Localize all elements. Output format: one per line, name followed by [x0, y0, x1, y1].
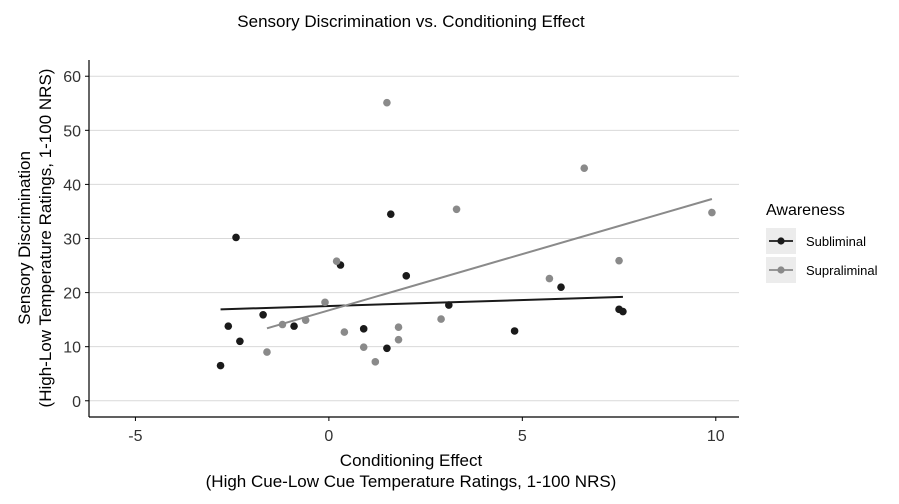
point-subliminal — [402, 272, 411, 280]
y-tick-label: 20 — [63, 286, 81, 303]
point-supraliminal — [263, 348, 271, 356]
point-supraliminal — [301, 316, 310, 324]
point-subliminal — [359, 325, 368, 333]
point-supraliminal — [359, 343, 368, 352]
point-subliminal — [232, 233, 240, 242]
point-subliminal — [445, 301, 453, 309]
point-supraliminal — [545, 274, 554, 283]
point-supraliminal — [580, 164, 589, 172]
point-supraliminal — [332, 257, 341, 266]
y-tick-label: 60 — [63, 69, 81, 86]
x-axis-subtitle: (High Cue-Low Cue Temperature Ratings, 1… — [206, 472, 617, 491]
point-subliminal — [236, 337, 244, 346]
point-subliminal — [216, 361, 225, 370]
point-subliminal — [383, 344, 391, 353]
x-axis-ticks: -5 0 5 10 — [128, 417, 725, 445]
point-supraliminal — [394, 323, 403, 332]
point-supraliminal — [708, 208, 716, 217]
legend-key-subliminal-marker — [777, 237, 785, 245]
fit-line-subliminal — [220, 295, 623, 311]
y-tick-label: 10 — [63, 340, 81, 357]
y-axis-subtitle: (High-Low Temperature Ratings, 1-100 NRS… — [36, 69, 55, 408]
y-tick-label: 30 — [63, 232, 81, 249]
point-subliminal — [557, 283, 565, 291]
point-subliminal — [259, 310, 267, 319]
y-tick-label: 40 — [63, 177, 81, 194]
y-axis-title: Sensory Discrimination — [15, 151, 34, 325]
x-tick-label: -5 — [128, 428, 142, 445]
chart-title: Sensory Discrimination vs. Conditioning … — [237, 12, 585, 31]
x-axis-title: Conditioning Effect — [340, 451, 483, 470]
legend-title: Awareness — [766, 202, 845, 219]
x-tick-label: 10 — [707, 428, 725, 445]
point-subliminal — [510, 327, 519, 335]
data-points — [216, 98, 716, 370]
legend-key-supraliminal-marker — [777, 266, 785, 274]
point-supraliminal — [452, 205, 461, 214]
legend-label-supraliminal: Supraliminal — [806, 263, 878, 278]
point-subliminal — [290, 322, 298, 330]
point-supraliminal — [437, 315, 445, 323]
point-supraliminal — [615, 256, 623, 265]
legend: Awareness Subliminal Supraliminal — [766, 202, 878, 283]
x-tick-label: 0 — [324, 428, 333, 445]
point-supraliminal — [394, 335, 403, 344]
x-tick-label: 5 — [518, 428, 527, 445]
legend-label-subliminal: Subliminal — [806, 234, 866, 249]
point-supraliminal — [278, 320, 287, 329]
point-subliminal — [386, 210, 395, 218]
y-tick-label: 50 — [63, 123, 81, 140]
y-tick-label: 0 — [72, 394, 81, 411]
y-axis-ticks: 0 10 20 30 40 50 60 — [63, 69, 89, 411]
regression-lines — [220, 198, 713, 330]
point-subliminal — [619, 307, 627, 316]
point-supraliminal — [321, 298, 329, 307]
point-supraliminal — [383, 98, 391, 107]
point-supraliminal — [340, 328, 349, 336]
point-subliminal — [224, 322, 233, 330]
gridlines — [89, 75, 739, 402]
point-supraliminal — [371, 358, 380, 366]
fit-line-supraliminal — [266, 198, 713, 330]
